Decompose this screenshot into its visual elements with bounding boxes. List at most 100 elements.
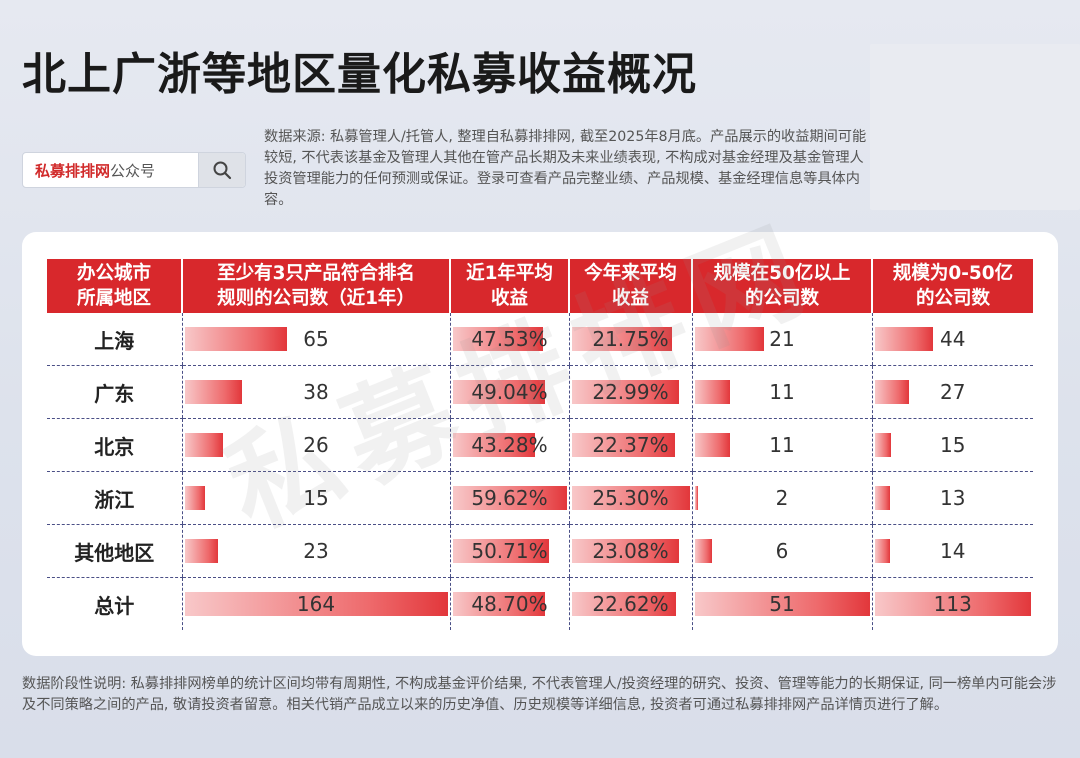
- region-cell: 广东: [47, 365, 182, 419]
- value-bar: [571, 433, 675, 457]
- value-bar: [694, 592, 870, 616]
- value-bar: [452, 327, 543, 351]
- value-bar: [571, 486, 690, 510]
- cell-value: 21.75%: [592, 327, 669, 351]
- cell-value: 15: [940, 433, 966, 457]
- region-cell: 北京: [47, 418, 182, 472]
- table-header-row: 办公城市 所属地区 至少有3只产品符合排名 规则的公司数（近1年） 近1年平均 收益 今年来…: [47, 259, 1033, 313]
- value-bar: [452, 486, 567, 510]
- cell-value: 113: [933, 592, 972, 616]
- cell-value: 23.08%: [592, 539, 669, 563]
- value-bar: [184, 433, 224, 457]
- value-bar: [571, 327, 673, 351]
- value-bar: [571, 539, 679, 563]
- cell-value: 50.71%: [471, 539, 548, 563]
- cell-value: 21: [769, 327, 795, 351]
- value-bar: [694, 327, 764, 351]
- table-row: 其他地区 23 50.71% 23.08% 6 14: [47, 524, 1033, 578]
- column-header-line: 办公城市: [76, 263, 151, 284]
- value-bar: [184, 327, 288, 351]
- value-bar: [184, 380, 242, 404]
- value-bar: [694, 380, 730, 404]
- cell-value: 47.53%: [471, 327, 548, 351]
- value-bar: [452, 592, 546, 616]
- value-bar: [874, 486, 890, 510]
- value-bar: [571, 380, 679, 404]
- value-cell: 22.62%: [568, 577, 692, 630]
- value-bar: [184, 592, 448, 616]
- cell-value: 164: [296, 592, 336, 616]
- value-bar: [874, 592, 1031, 616]
- value-cell: 25.30%: [568, 471, 692, 525]
- value-bar: [874, 539, 890, 563]
- value-cell: 21.75%: [568, 313, 692, 366]
- column-header-line: 规模在50亿以上: [713, 263, 851, 284]
- value-cell: 22.37%: [568, 418, 692, 472]
- cell-value: 44: [940, 327, 966, 351]
- data-table: 办公城市 所属地区 至少有3只产品符合排名 规则的公司数（近1年） 近1年平均 收益 今年来…: [47, 259, 1033, 630]
- value-bar: [184, 539, 218, 563]
- cell-value: 38: [303, 380, 329, 404]
- search-brand: 私募排排网: [35, 161, 111, 180]
- cell-value: 22.99%: [592, 380, 669, 404]
- cell-value: 15: [303, 486, 329, 510]
- column-header-line: 今年来平均: [584, 263, 677, 284]
- value-cell: 51: [691, 577, 872, 630]
- cell-value: 27: [940, 380, 966, 404]
- value-cell: 13: [871, 471, 1033, 525]
- cell-value: 11: [769, 433, 795, 457]
- value-bar: [452, 433, 535, 457]
- data-disclaimer: 数据阶段性说明: 私募排排网榜单的统计区间均带有周期性, 不构成基金评价结果, …: [22, 676, 1057, 713]
- value-cell: 38: [181, 365, 450, 419]
- table-row: 广东 38 49.04% 22.99% 11 27: [47, 365, 1033, 419]
- cell-value: 6: [775, 539, 789, 563]
- column-header-line: 的公司数: [915, 288, 990, 309]
- value-cell: 11: [691, 418, 872, 472]
- decorative-panel: [870, 44, 1080, 210]
- cell-value: 51: [769, 592, 795, 616]
- value-cell: 48.70%: [449, 577, 569, 630]
- column-header-line: 至少有3只产品符合排名: [217, 263, 415, 284]
- value-cell: 27: [871, 365, 1033, 419]
- value-cell: 59.62%: [449, 471, 569, 525]
- column-header: 办公城市 所属地区: [47, 259, 182, 313]
- value-cell: 23.08%: [568, 524, 692, 578]
- value-cell: 15: [871, 418, 1033, 472]
- column-header-line: 近1年平均: [466, 263, 553, 284]
- column-header: 规模在50亿以上 的公司数: [691, 259, 872, 313]
- search-button[interactable]: [198, 153, 245, 187]
- table-row: 北京 26 43.28% 22.37% 11 15: [47, 418, 1033, 472]
- table-row: 总计 164 48.70% 22.62% 51 113: [47, 577, 1033, 630]
- value-cell: 6: [691, 524, 872, 578]
- value-cell: 15: [181, 471, 450, 525]
- table-row: 上海 65 47.53% 21.75% 21 44: [47, 313, 1033, 366]
- cell-value: 14: [940, 539, 966, 563]
- table-body: 上海 65 47.53% 21.75% 21 44 广东 38 49.04% 22.99% 11 27…: [47, 313, 1033, 630]
- column-header: 至少有3只产品符合排名 规则的公司数（近1年）: [181, 259, 450, 313]
- value-cell: 22.99%: [568, 365, 692, 419]
- value-bar: [694, 433, 730, 457]
- value-cell: 14: [871, 524, 1033, 578]
- search-text: 私募排排网 公众号: [23, 153, 198, 187]
- column-header-line: 收益: [611, 288, 649, 309]
- value-cell: 164: [181, 577, 450, 630]
- cell-value: 26: [303, 433, 329, 457]
- search-icon: [213, 161, 232, 180]
- value-cell: 43.28%: [449, 418, 569, 472]
- value-cell: 11: [691, 365, 872, 419]
- value-cell: 23: [181, 524, 450, 578]
- value-cell: 44: [871, 313, 1033, 366]
- value-bar: [874, 380, 910, 404]
- column-header: 规模为0-50亿 的公司数: [871, 259, 1033, 313]
- cell-value: 48.70%: [471, 592, 548, 616]
- cell-value: 2: [775, 486, 789, 510]
- region-cell: 上海: [47, 313, 182, 366]
- page-title: 北上广浙等地区量化私募收益概况: [22, 49, 697, 100]
- value-cell: 26: [181, 418, 450, 472]
- value-bar: [184, 486, 205, 510]
- value-bar: [571, 592, 677, 616]
- search-box[interactable]: 私募排排网 公众号: [22, 152, 246, 188]
- column-header: 近1年平均 收益: [449, 259, 569, 313]
- region-cell: 总计: [94, 593, 135, 618]
- cell-value: 59.62%: [471, 486, 548, 510]
